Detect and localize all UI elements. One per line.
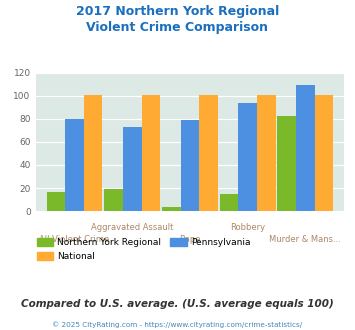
Text: All Violent Crime: All Violent Crime [39, 235, 110, 244]
Bar [277, 116, 296, 211]
Bar [142, 94, 160, 211]
Bar [257, 94, 275, 211]
Text: © 2025 CityRating.com - https://www.cityrating.com/crime-statistics/: © 2025 CityRating.com - https://www.city… [53, 322, 302, 328]
Text: Rape: Rape [179, 235, 201, 244]
Bar [315, 94, 333, 211]
Bar [220, 194, 238, 211]
Text: Murder & Mans...: Murder & Mans... [269, 235, 341, 244]
Bar [238, 103, 257, 211]
Bar [65, 119, 84, 211]
Bar [47, 191, 65, 211]
Text: Compared to U.S. average. (U.S. average equals 100): Compared to U.S. average. (U.S. average … [21, 299, 334, 309]
Bar [162, 207, 181, 211]
Bar [296, 85, 315, 211]
Bar [181, 120, 199, 211]
Text: Robbery: Robbery [230, 223, 265, 232]
Bar [199, 94, 218, 211]
Text: 2017 Northern York Regional
Violent Crime Comparison: 2017 Northern York Regional Violent Crim… [76, 5, 279, 34]
Text: Aggravated Assault: Aggravated Assault [91, 223, 174, 232]
Bar [123, 127, 142, 211]
Bar [84, 94, 103, 211]
Bar [104, 189, 123, 211]
Legend: Northern York Regional, National, Pennsylvania: Northern York Regional, National, Pennsy… [33, 234, 254, 264]
